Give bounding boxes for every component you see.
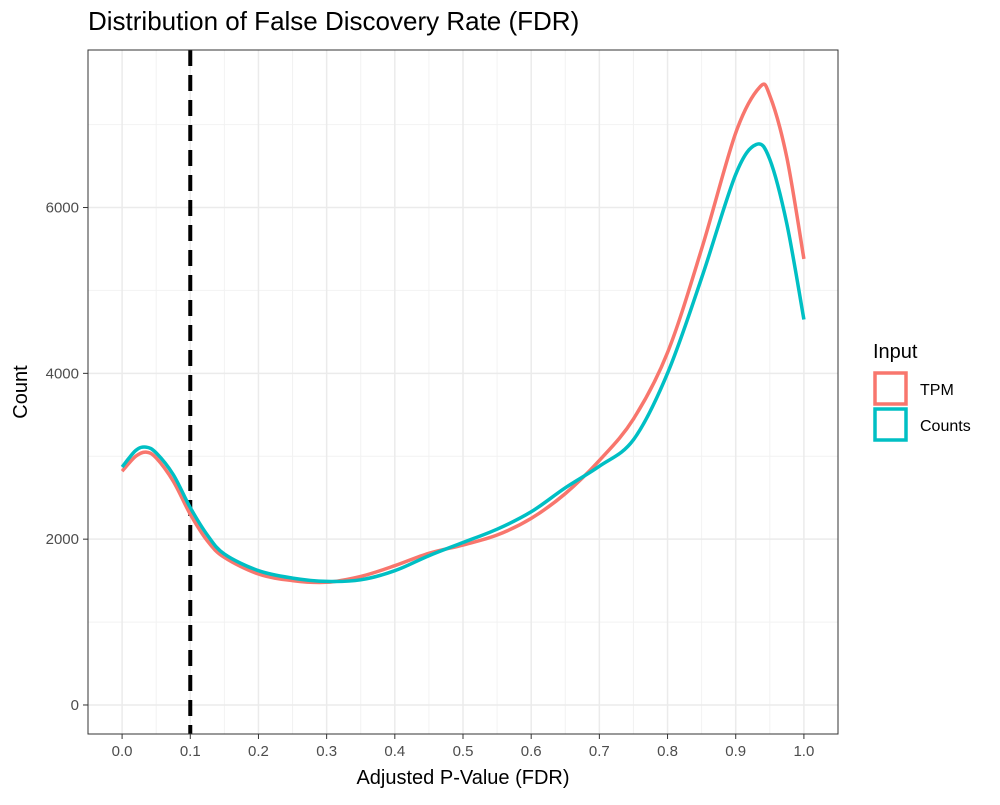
x-tick-label: 0.3 <box>316 743 337 760</box>
chart-title: Distribution of False Discovery Rate (FD… <box>88 6 579 36</box>
x-tick-label: 0.4 <box>384 743 405 760</box>
y-tick-label: 6000 <box>46 200 79 217</box>
legend-key-tpm <box>873 371 908 406</box>
y-axis-title: Count <box>10 365 32 419</box>
y-tick-label: 0 <box>71 697 79 714</box>
x-tick-label: 0.6 <box>521 743 542 760</box>
series-layer <box>120 82 806 585</box>
legend-key-counts <box>873 407 908 442</box>
legend-title: Input <box>873 341 918 363</box>
x-tick-label: 0.9 <box>725 743 746 760</box>
x-tick-label: 0.2 <box>248 743 269 760</box>
x-tick-label: 0.0 <box>112 743 133 760</box>
x-tick-label: 1.0 <box>793 743 814 760</box>
y-tick-label: 2000 <box>46 531 79 548</box>
x-axis-title: Adjusted P-Value (FDR) <box>356 767 569 789</box>
legend-label-counts: Counts <box>920 418 971 435</box>
legend: Input TPM Counts <box>873 341 971 442</box>
x-tick-label: 0.8 <box>657 743 678 760</box>
y-tick-label: 4000 <box>46 365 79 382</box>
x-tick-label: 0.7 <box>589 743 610 760</box>
grid <box>88 50 838 734</box>
x-axis-ticks: 0.0 0.1 0.2 0.3 0.4 0.5 0.6 0.7 0.8 0.9 1.0 <box>112 734 814 760</box>
legend-label-tpm: TPM <box>920 382 954 399</box>
series-line-counts <box>120 142 806 584</box>
x-tick-label: 0.1 <box>180 743 201 760</box>
x-tick-label: 0.5 <box>453 743 474 760</box>
y-axis-ticks: 0 2000 4000 6000 <box>46 200 88 714</box>
